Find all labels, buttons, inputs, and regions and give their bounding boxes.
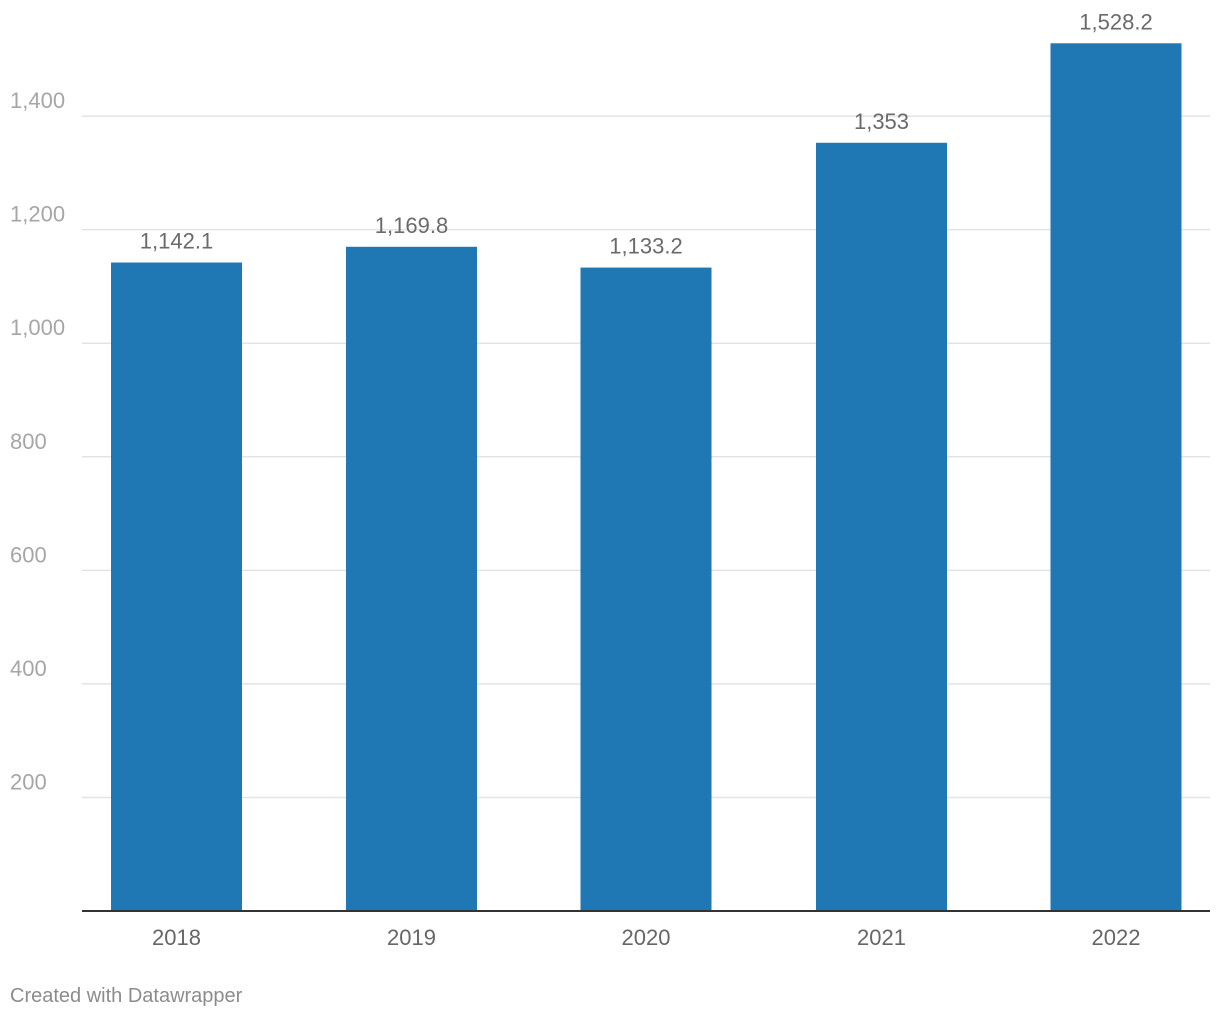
y-tick-label: 800 xyxy=(10,429,47,454)
bar-2018 xyxy=(111,262,242,911)
data-label-2022: 1,528.2 xyxy=(1079,9,1152,34)
bars xyxy=(111,43,1182,912)
x-tick-label: 2018 xyxy=(152,925,201,950)
bar-2019 xyxy=(346,246,477,911)
data-label-2020: 1,133.2 xyxy=(609,234,682,259)
data-labels: 1,142.1 1,169.8 1,133.2 1,353 1,528.2 xyxy=(140,9,1153,258)
data-label-2018: 1,142.1 xyxy=(140,229,213,254)
credit-text: Created with Datawrapper xyxy=(10,985,243,1007)
y-tick-label: 1,200 xyxy=(10,202,65,227)
data-label-2021: 1,353 xyxy=(854,109,909,134)
y-tick-label: 600 xyxy=(10,542,47,567)
y-tick-label: 200 xyxy=(10,769,47,794)
x-tick-label: 2022 xyxy=(1092,925,1141,950)
x-tick-label: 2021 xyxy=(857,925,906,950)
bar-chart: 200 400 600 800 1,000 1,200 1,400 1,142.1 1,169… xyxy=(10,9,1210,950)
bar-2020 xyxy=(580,267,712,911)
data-label-2019: 1,169.8 xyxy=(375,213,448,238)
x-tick-label: 2019 xyxy=(387,925,436,950)
x-axis-ticks: 2018 2019 2020 2021 2022 xyxy=(152,925,1140,950)
y-tick-label: 1,400 xyxy=(10,88,65,113)
bar-2022 xyxy=(1050,43,1182,912)
y-tick-label: 1,000 xyxy=(10,315,65,340)
x-tick-label: 2020 xyxy=(622,925,671,950)
bar-2021 xyxy=(816,142,947,911)
y-tick-label: 400 xyxy=(10,656,47,681)
